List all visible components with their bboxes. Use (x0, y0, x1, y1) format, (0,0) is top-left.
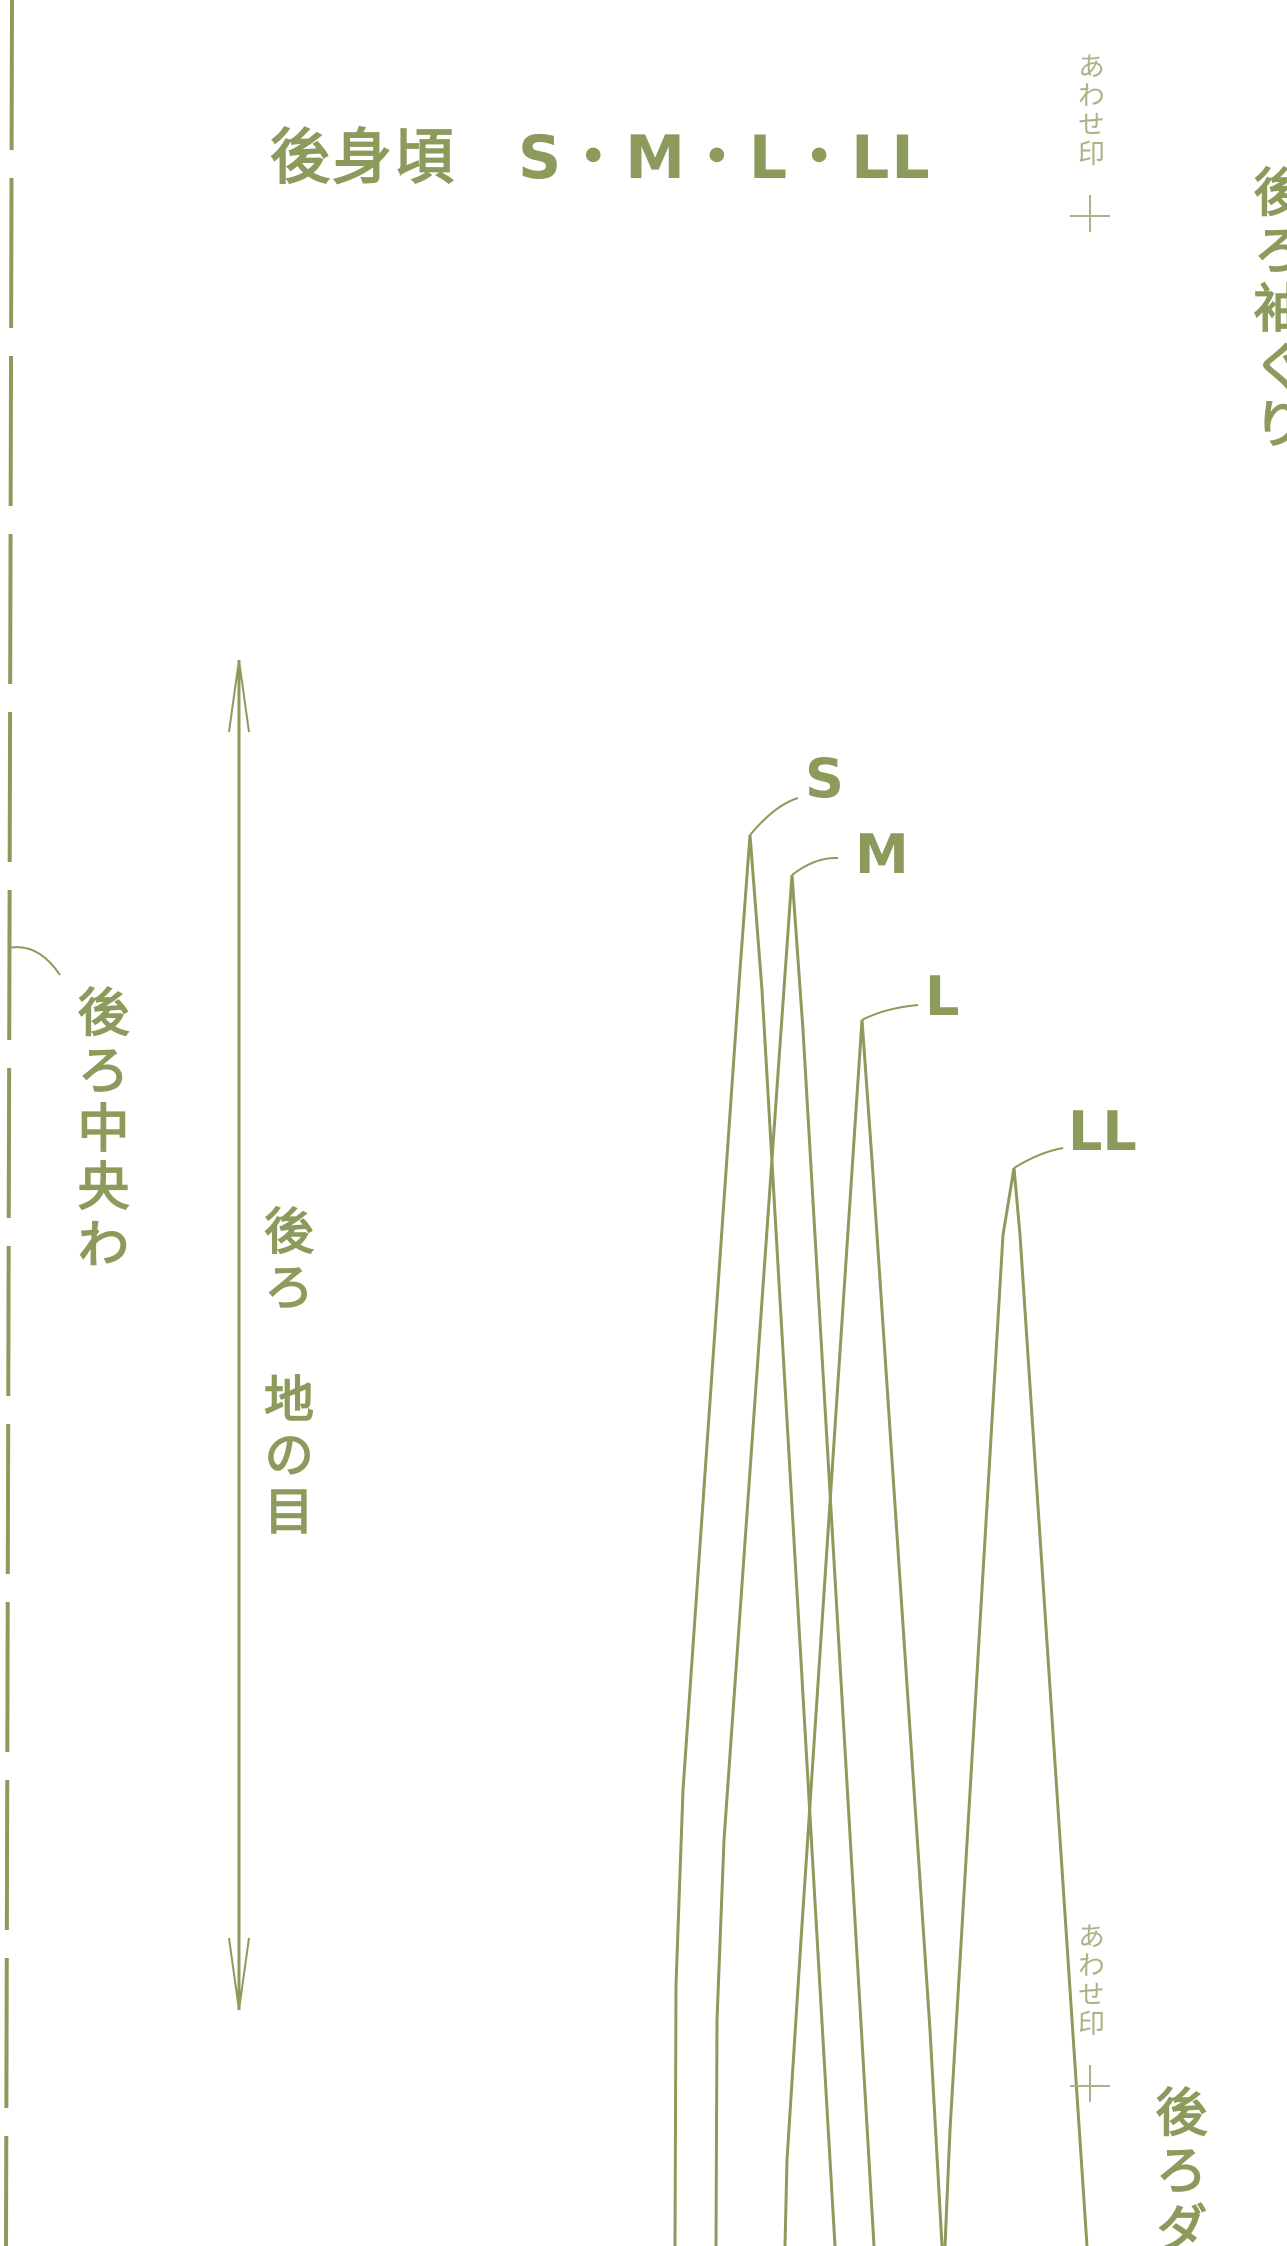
notch-label-top: あわせ印 (1073, 52, 1104, 168)
leader-l (861, 1004, 919, 1021)
center-back-leader (7, 946, 61, 976)
grainline-label: 後ろ 地の目 (256, 1205, 314, 1541)
notch-cross-top (1070, 195, 1110, 232)
center-back-fold-label: 後ろ中央わ (68, 985, 128, 1275)
dart-lines-ll (943, 1167, 1089, 2246)
size-label-ll: LL (1068, 1100, 1137, 1163)
leader-ll (1013, 1147, 1064, 1169)
page-title: 後身頃 S・M・L・LL (270, 123, 932, 193)
dart-lines-s (673, 834, 837, 2246)
armhole-label: 後ろ袖ぐり (1244, 165, 1287, 455)
dart-lines-l (783, 1019, 944, 2246)
leader-s (749, 797, 799, 836)
notch-label-bottom: あわせ印 (1073, 1922, 1104, 2038)
size-label-l: L (925, 965, 960, 1028)
notch-cross-bottom (1070, 2065, 1110, 2102)
dart-label: 後ろダ (1146, 2085, 1206, 2246)
grainline-arrow (228, 659, 250, 2011)
dart-lines-m (714, 874, 876, 2246)
size-label-m: M (855, 823, 909, 886)
size-label-s: S (805, 747, 844, 810)
leader-m (791, 856, 839, 876)
center-back-fold-line (4, 0, 14, 2246)
